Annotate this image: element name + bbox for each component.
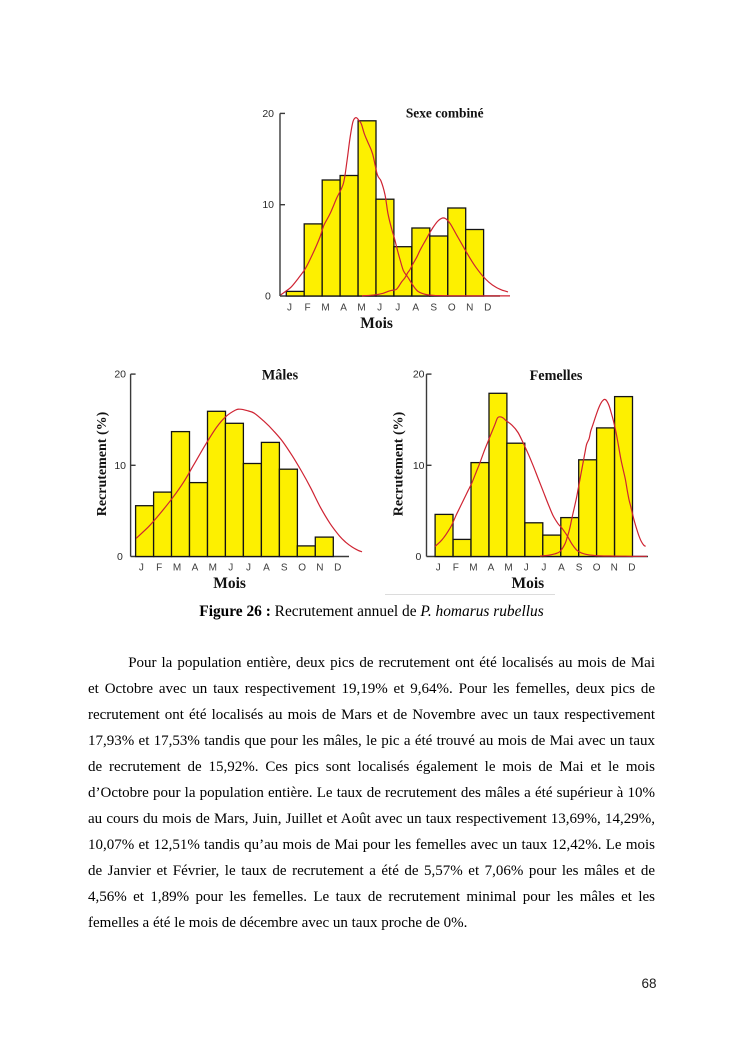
svg-text:Femelles: Femelles [530,368,583,384]
svg-text:A: A [488,563,495,574]
svg-text:D: D [484,303,491,314]
svg-text:M: M [321,303,329,314]
svg-text:20: 20 [114,369,126,381]
svg-text:J: J [287,303,292,314]
svg-text:Mois: Mois [511,575,544,592]
svg-text:S: S [430,303,437,314]
svg-text:D: D [334,563,341,574]
svg-text:J: J [395,303,400,314]
svg-text:S: S [281,563,288,574]
svg-text:J: J [524,563,529,574]
svg-text:10: 10 [114,460,126,472]
svg-text:A: A [412,303,419,314]
svg-text:M: M [504,563,512,574]
svg-text:N: N [611,563,618,574]
svg-text:20: 20 [262,108,274,120]
svg-text:0: 0 [265,291,271,303]
svg-text:J: J [246,563,251,574]
svg-text:20: 20 [413,369,425,381]
svg-text:0: 0 [415,551,421,563]
svg-text:Mâles: Mâles [262,368,299,384]
svg-text:F: F [304,303,310,314]
svg-text:M: M [173,563,181,574]
svg-text:O: O [448,303,456,314]
svg-text:A: A [558,563,565,574]
svg-text:A: A [340,303,347,314]
svg-text:J: J [377,303,382,314]
svg-text:O: O [298,563,306,574]
svg-text:10: 10 [413,460,425,472]
svg-text:Mois: Mois [213,575,246,592]
svg-text:F: F [156,563,162,574]
svg-text:O: O [593,563,601,574]
svg-text:J: J [228,563,233,574]
svg-text:M: M [357,303,365,314]
svg-text:Sexe combiné: Sexe combiné [406,106,484,121]
svg-text:A: A [192,563,199,574]
svg-text:N: N [316,563,323,574]
svg-text:N: N [466,303,473,314]
svg-text:S: S [576,563,583,574]
svg-text:Mois: Mois [360,315,393,332]
svg-text:J: J [139,563,144,574]
svg-text:10: 10 [262,199,274,211]
svg-text:A: A [263,563,270,574]
svg-text:F: F [453,563,459,574]
svg-text:J: J [436,563,441,574]
svg-text:0: 0 [117,551,123,563]
svg-text:M: M [209,563,217,574]
svg-text:M: M [469,563,477,574]
svg-text:Recrutement (%): Recrutement (%) [392,411,407,516]
svg-text:J: J [541,563,546,574]
svg-text:Recrutement (%): Recrutement (%) [95,411,110,516]
svg-text:D: D [628,563,635,574]
